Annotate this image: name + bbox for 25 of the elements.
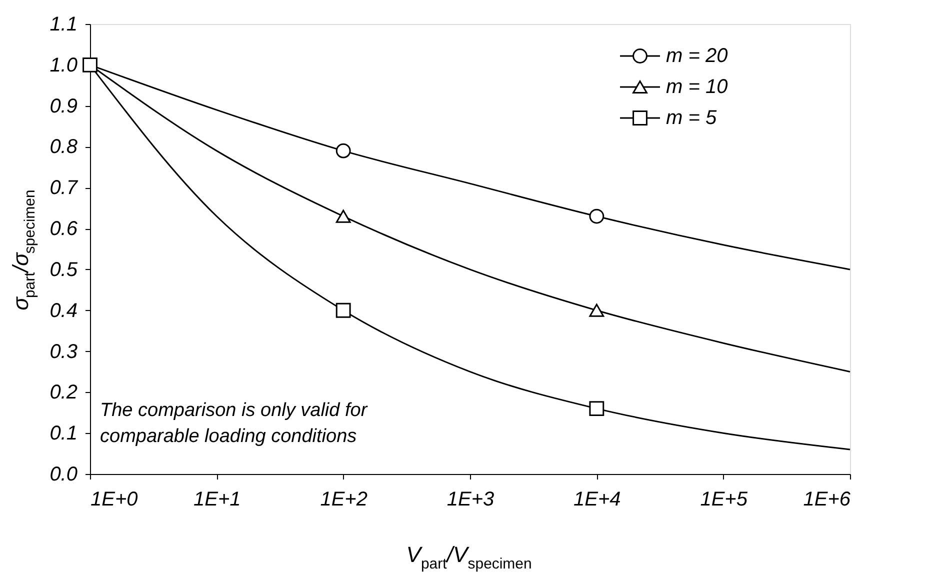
legend-label: m = 20 xyxy=(666,45,728,67)
y-tick-label: 0.9 xyxy=(50,95,78,118)
y-tick-label: 0.3 xyxy=(50,340,78,363)
annotation: The comparison is only valid for xyxy=(100,400,368,421)
x-tick-label: 1E+3 xyxy=(446,488,494,510)
y-tick-label: 1.1 xyxy=(50,14,78,36)
annotation: comparable loading conditions xyxy=(100,426,358,447)
legend-label: m = 5 xyxy=(666,107,718,129)
y-axis-title: σpart/σspecimen xyxy=(8,190,39,310)
y-tick-label: 0.1 xyxy=(50,422,78,445)
legend-label: m = 10 xyxy=(666,76,728,98)
y-tick-label: 1.0 xyxy=(50,54,78,76)
y-tick-label: 0.7 xyxy=(50,177,78,200)
x-tick-label: 1E+1 xyxy=(194,488,241,510)
y-tick-label: 0.2 xyxy=(50,382,78,404)
y-tick-label: 0.0 xyxy=(50,464,78,486)
y-tick-label: 0.5 xyxy=(50,258,78,281)
x-tick-label: 1E+6 xyxy=(803,488,852,510)
y-tick-label: 0.6 xyxy=(50,218,78,240)
x-tick-label: 1E+4 xyxy=(574,488,621,510)
x-tick-label: 1E+5 xyxy=(700,488,748,510)
x-tick-label: 1E+2 xyxy=(320,488,368,510)
y-tick-label: 0.8 xyxy=(50,136,78,158)
x-tick-label: 1E+0 xyxy=(90,488,138,510)
y-tick-label: 0.4 xyxy=(50,300,78,322)
